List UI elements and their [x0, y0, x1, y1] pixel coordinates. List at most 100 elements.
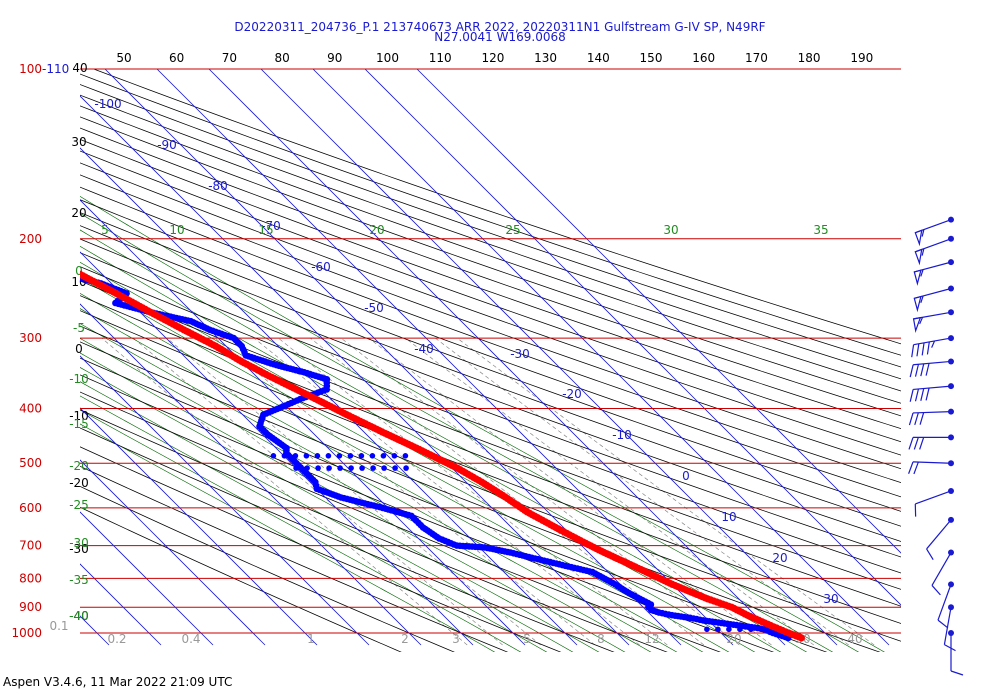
isotherm-line — [208, 69, 786, 646]
moist-adiabat-label: 20 — [369, 223, 384, 237]
wind-barb-feather — [914, 412, 919, 426]
pressure-label: 100 — [19, 62, 42, 76]
temperature-point — [9, 235, 16, 242]
isotherm-line — [312, 69, 890, 646]
dewpoint-point — [726, 626, 732, 633]
dewpoint-point — [348, 465, 354, 471]
wind-barb-feather — [908, 412, 914, 426]
top-scale-label: 70 — [222, 51, 237, 65]
wind-barb-feather — [909, 364, 914, 378]
wind-barb-staff — [913, 385, 952, 391]
dewpoint-point — [293, 465, 299, 471]
wind-barb-feather — [921, 248, 925, 256]
wind-barb-feather — [916, 343, 920, 357]
isotherm-label: 30 — [823, 592, 838, 606]
moist-adiabat-line — [80, 423, 496, 652]
moist-adiabat-line — [80, 395, 548, 652]
dry-adiabat-line — [80, 280, 901, 590]
wind-barb-station — [948, 259, 954, 266]
dry-adiabat-label: -30 — [69, 542, 89, 556]
wind-barb-station — [948, 285, 954, 292]
chart-title-line2: N27.0041 W169.0068 — [434, 30, 566, 44]
wind-barb — [909, 358, 954, 378]
dewpoint-point — [392, 465, 398, 471]
temperature-point — [1, 231, 8, 238]
wind-barb — [908, 460, 954, 475]
dry-adiabat-label: -40 — [69, 609, 89, 623]
top-scale-label: 60 — [169, 51, 184, 65]
dry-adiabat-line — [80, 94, 901, 380]
moist-adiabat-label: -15 — [69, 417, 89, 431]
wind-barb-station — [948, 383, 954, 390]
dewpoint-point — [18, 255, 25, 262]
wind-barb — [914, 487, 954, 517]
wind-barb-station — [948, 581, 954, 588]
top-scale-label: 130 — [534, 51, 557, 65]
wind-barb-staff — [937, 584, 952, 621]
moist-adiabat-line — [80, 352, 626, 652]
wind-barb — [911, 335, 954, 358]
isotherm-line — [156, 69, 734, 646]
wind-barb-pennant — [914, 248, 923, 266]
dry-adiabat-label: 30 — [71, 135, 86, 149]
mixing-ratio-line — [214, 337, 596, 646]
temperature-point — [39, 251, 46, 258]
wind-barb-feather — [920, 388, 925, 401]
wind-barb-station — [948, 408, 954, 415]
pressure-label-extra: -110 — [42, 62, 69, 76]
moist-adiabat-label: -10 — [69, 372, 89, 386]
wind-barb — [908, 434, 954, 450]
temperature-point — [4, 232, 11, 239]
isotherm-line — [80, 199, 526, 646]
moist-adiabat-line — [80, 229, 834, 652]
wind-barb-feather — [914, 364, 920, 377]
wind-barb — [943, 604, 956, 652]
moist-adiabat-line — [80, 323, 678, 652]
isotherms — [80, 69, 901, 646]
pressure-label: 400 — [19, 402, 42, 416]
mixing-ratio-line — [456, 337, 875, 646]
dewpoint-point — [314, 453, 321, 459]
dry-adiabat-line — [80, 409, 668, 652]
chart-title-line1: D20220311_204736_P.1 213740673 ARR 2022,… — [234, 20, 766, 34]
temperature-point — [0, 227, 3, 234]
wind-barb-station — [948, 335, 954, 342]
top-scale-label: 140 — [587, 51, 610, 65]
temperature-point — [63, 264, 70, 271]
dewpoint-point — [759, 626, 765, 633]
dewpoint-point — [281, 453, 288, 459]
wind-barb-feather — [919, 317, 924, 325]
dewpoint-point — [715, 626, 721, 633]
wind-barb-station — [948, 460, 954, 467]
wind-barb — [909, 383, 954, 402]
isotherm-label: -80 — [208, 179, 228, 193]
dewpoint-point — [43, 264, 50, 271]
mixing-ratio-label: 5 — [523, 632, 531, 646]
dry-adiabat-line — [80, 252, 901, 558]
dewpoint-point — [304, 465, 310, 471]
wind-barb-feather — [921, 342, 925, 356]
wind-barb-station — [948, 358, 954, 365]
isotherm-label: -20 — [562, 387, 582, 401]
dewpoint-point — [292, 453, 299, 459]
wind-barb-pennant — [913, 295, 922, 313]
dewpoint-point — [336, 453, 343, 459]
dewpoint-point — [12, 253, 19, 260]
dry-adiabat-line — [80, 73, 901, 356]
temperature-point — [0, 226, 1, 233]
dry-adiabat-line — [80, 139, 901, 430]
dewpoint-point — [0, 249, 7, 256]
dewpoint-point — [46, 265, 53, 272]
dry-adiabat-label: -20 — [69, 476, 89, 490]
dry-adiabat-line — [80, 427, 615, 652]
dry-adiabat-line — [80, 325, 901, 642]
mixing-ratio-line — [133, 337, 503, 646]
wind-barb — [913, 285, 954, 313]
wind-barb-feather — [925, 387, 930, 401]
isotherm-line — [80, 95, 630, 646]
temperature-point — [60, 262, 67, 269]
wind-barb-feather — [931, 585, 941, 596]
wind-barb-feather — [911, 344, 915, 358]
wind-barb-staff — [913, 411, 952, 414]
wind-barb — [948, 630, 964, 676]
